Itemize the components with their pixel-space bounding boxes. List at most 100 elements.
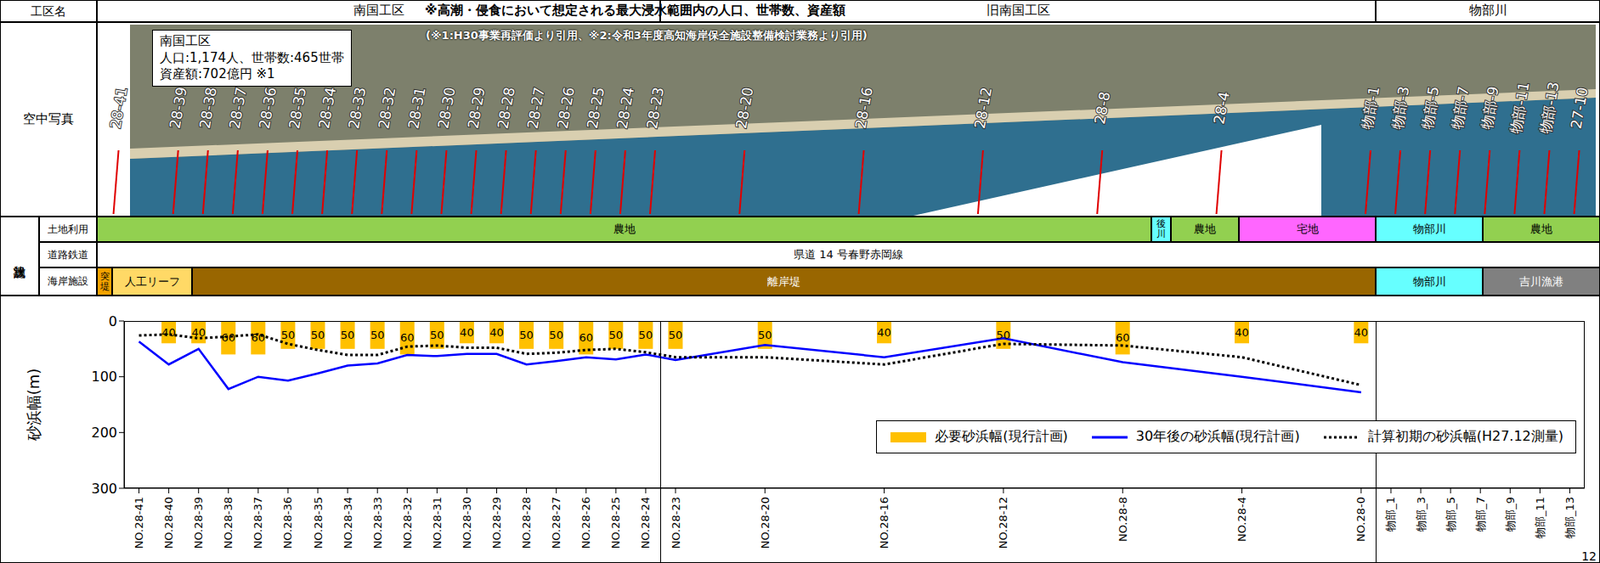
svg-text:40: 40 xyxy=(489,326,504,340)
svg-text:50: 50 xyxy=(429,328,445,342)
svg-text:物部_7: 物部_7 xyxy=(1474,497,1487,532)
svg-text:40: 40 xyxy=(876,326,892,340)
svg-text:27-10: 27-10 xyxy=(1566,85,1591,131)
svg-text:物部_13: 物部_13 xyxy=(1563,497,1577,539)
svg-text:60: 60 xyxy=(578,331,594,345)
svg-text:NO.28-40: NO.28-40 xyxy=(162,497,176,549)
svg-text:200: 200 xyxy=(90,424,118,441)
svg-text:NO.28-32: NO.28-32 xyxy=(401,497,414,549)
svg-text:28-29: 28-29 xyxy=(463,85,488,131)
svg-text:28-12: 28-12 xyxy=(971,85,996,131)
svg-text:50: 50 xyxy=(638,328,654,342)
svg-text:28-33: 28-33 xyxy=(344,85,369,131)
svg-text:50: 50 xyxy=(668,328,684,342)
svg-text:NO.28-34: NO.28-34 xyxy=(341,497,355,549)
svg-text:28-39: 28-39 xyxy=(166,85,191,131)
svg-text:0: 0 xyxy=(108,313,118,330)
html-text:旧南国工区: 旧南国工区 xyxy=(986,2,1051,18)
svg-text:NO.28-36: NO.28-36 xyxy=(281,497,294,549)
html-text:人口:1,174人、世帯数:465世帯: 人口:1,174人、世帯数:465世帯 xyxy=(159,49,344,66)
svg-text:28-30: 28-30 xyxy=(434,85,458,131)
svg-text:40: 40 xyxy=(191,326,206,340)
svg-text:50: 50 xyxy=(757,328,773,342)
svg-text:砂浜幅(m): 砂浜幅(m) xyxy=(24,368,43,443)
svg-text:NO.28-8: NO.28-8 xyxy=(1116,497,1130,543)
svg-text:300: 300 xyxy=(90,480,118,498)
svg-text:物部_1: 物部_1 xyxy=(1384,497,1397,532)
svg-text:28-38: 28-38 xyxy=(196,85,221,131)
svg-text:NO.28-35: NO.28-35 xyxy=(311,497,325,549)
svg-text:50: 50 xyxy=(609,328,624,342)
svg-text:60: 60 xyxy=(400,331,415,345)
svg-text:28-35: 28-35 xyxy=(285,85,310,131)
svg-text:NO.28-28: NO.28-28 xyxy=(520,497,533,549)
svg-text:物部-3: 物部-3 xyxy=(1388,84,1414,131)
svg-text:NO.28-37: NO.28-37 xyxy=(251,497,265,549)
svg-text:100: 100 xyxy=(90,368,118,385)
svg-text:28-31: 28-31 xyxy=(404,85,429,131)
html-text:30年後の砂浜幅(現行計画): 30年後の砂浜幅(現行計画) xyxy=(1135,428,1300,445)
svg-text:NO.28-27: NO.28-27 xyxy=(549,497,563,549)
svg-text:50: 50 xyxy=(340,328,356,342)
svg-text:NO.28-26: NO.28-26 xyxy=(579,497,593,549)
svg-text:物部_5: 物部_5 xyxy=(1444,497,1458,532)
svg-text:NO.28-0: NO.28-0 xyxy=(1354,497,1368,543)
svg-text:物部-7: 物部-7 xyxy=(1447,84,1473,131)
svg-text:50: 50 xyxy=(281,328,296,342)
svg-text:NO.28-12: NO.28-12 xyxy=(996,497,1010,549)
svg-text:物部-5: 物部-5 xyxy=(1418,84,1443,131)
svg-text:NO.28-38: NO.28-38 xyxy=(221,497,235,549)
svg-text:NO.28-41: NO.28-41 xyxy=(132,497,146,549)
svg-text:40: 40 xyxy=(161,326,176,340)
svg-text:28-36: 28-36 xyxy=(255,85,280,131)
svg-text:40: 40 xyxy=(1354,326,1369,340)
svg-text:物部-13: 物部-13 xyxy=(1536,80,1562,136)
html-text:計算初期の砂浜幅(H27.12測量): 計算初期の砂浜幅(H27.12測量) xyxy=(1367,428,1564,445)
svg-text:物部_3: 物部_3 xyxy=(1414,497,1428,532)
svg-text:28-41: 28-41 xyxy=(106,85,131,131)
svg-text:物部-1: 物部-1 xyxy=(1358,84,1384,131)
html-text:空中写真: 空中写真 xyxy=(22,110,74,127)
svg-text:50: 50 xyxy=(519,328,534,342)
svg-text:28-25: 28-25 xyxy=(583,85,608,131)
svg-text:28-27: 28-27 xyxy=(524,85,549,131)
svg-text:50: 50 xyxy=(996,328,1012,342)
svg-text:物部-9: 物部-9 xyxy=(1477,84,1503,131)
svg-text:28-20: 28-20 xyxy=(732,85,757,131)
svg-text:28-26: 28-26 xyxy=(554,85,578,131)
svg-text:NO.28-31: NO.28-31 xyxy=(430,497,444,549)
svg-text:28-16: 28-16 xyxy=(851,85,876,131)
svg-text:物部_9: 物部_9 xyxy=(1503,497,1517,532)
svg-text:28-8: 28-8 xyxy=(1091,90,1114,125)
svg-text:40: 40 xyxy=(459,326,475,340)
svg-text:28-37: 28-37 xyxy=(226,85,250,131)
svg-text:28-24: 28-24 xyxy=(613,85,638,131)
svg-text:50: 50 xyxy=(370,328,385,342)
html-text:物部川: 物部川 xyxy=(1468,2,1508,18)
svg-text:物部_11: 物部_11 xyxy=(1533,497,1547,539)
svg-text:NO.28-25: NO.28-25 xyxy=(609,497,622,549)
svg-text:28-23: 28-23 xyxy=(643,85,668,131)
svg-text:NO.28-24: NO.28-24 xyxy=(638,497,652,549)
svg-text:28-28: 28-28 xyxy=(493,85,518,131)
svg-text:NO.28-20: NO.28-20 xyxy=(758,497,772,549)
svg-text:NO.28-33: NO.28-33 xyxy=(371,497,385,549)
svg-text:NO.28-4: NO.28-4 xyxy=(1235,497,1249,543)
svg-text:50: 50 xyxy=(310,328,326,342)
svg-text:物部-11: 物部-11 xyxy=(1506,80,1533,136)
svg-text:50: 50 xyxy=(548,328,564,342)
svg-text:NO.28-16: NO.28-16 xyxy=(877,497,891,549)
svg-text:28-34: 28-34 xyxy=(315,85,340,131)
svg-text:NO.28-39: NO.28-39 xyxy=(192,497,205,549)
svg-text:28-32: 28-32 xyxy=(374,85,399,131)
svg-text:NO.28-30: NO.28-30 xyxy=(460,497,474,549)
html-text:南国工区: 南国工区 xyxy=(353,2,405,18)
svg-text:60: 60 xyxy=(251,331,266,345)
svg-text:28-4: 28-4 xyxy=(1209,90,1233,125)
svg-text:NO.28-29: NO.28-29 xyxy=(490,497,504,549)
html-text:必要砂浜幅(現行計画): 必要砂浜幅(現行計画) xyxy=(934,428,1068,445)
svg-text:60: 60 xyxy=(220,331,236,345)
svg-text:40: 40 xyxy=(1234,326,1250,340)
svg-text:NO.28-23: NO.28-23 xyxy=(669,497,683,549)
svg-text:60: 60 xyxy=(1115,331,1131,345)
